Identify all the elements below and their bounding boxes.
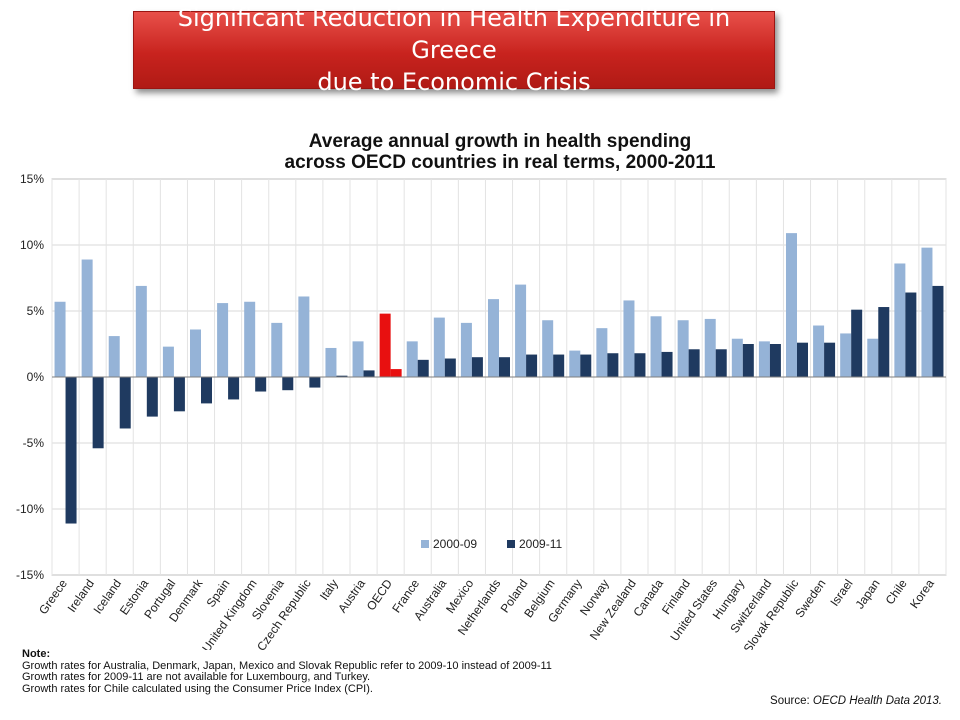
x-tick-label: Italy bbox=[317, 577, 341, 603]
bar-series2 bbox=[444, 358, 456, 377]
bar-series2 bbox=[607, 353, 619, 377]
bar-series2 bbox=[336, 375, 348, 377]
bar-series2 bbox=[417, 359, 429, 377]
bar-series2 bbox=[282, 377, 294, 391]
banner-title: Significant Reduction in Health Expendit… bbox=[177, 4, 731, 96]
bar-series1 bbox=[325, 347, 337, 377]
bar-series2 bbox=[797, 342, 808, 377]
notes: Note: Growth rates for Australia, Denmar… bbox=[22, 648, 552, 695]
bar-series1 bbox=[271, 322, 283, 377]
source: Source: OECD Health Data 2013. bbox=[770, 695, 942, 707]
note-line: Growth rates for Australia, Denmark, Jap… bbox=[22, 659, 552, 672]
note-line: Growth rates for 2009-11 are not availab… bbox=[22, 671, 371, 683]
bar-series1 bbox=[786, 233, 797, 377]
x-tick-label: Korea bbox=[907, 576, 937, 611]
bar-series1 bbox=[704, 318, 716, 377]
bar-series2 bbox=[173, 377, 185, 412]
y-tick-label: -10% bbox=[16, 502, 44, 516]
y-tick-label: 15% bbox=[20, 172, 44, 186]
bar-series2 bbox=[228, 377, 240, 400]
bar-series1 bbox=[542, 320, 554, 377]
bar-series2 bbox=[742, 344, 754, 377]
bar-series1 bbox=[677, 320, 689, 377]
bar-series2 bbox=[824, 342, 836, 377]
legend-swatch-series1 bbox=[421, 540, 429, 548]
title-banner: Significant Reduction in Health Expendit… bbox=[133, 4, 775, 96]
source-label: Source: bbox=[770, 695, 810, 707]
bar-series1 bbox=[894, 263, 906, 377]
bar-series2 bbox=[851, 309, 863, 377]
bar-series2 bbox=[661, 351, 673, 377]
bar-series2 bbox=[363, 370, 375, 377]
bar-series2 bbox=[92, 377, 104, 449]
bar-series1 bbox=[81, 259, 93, 377]
bar-series1 bbox=[135, 285, 147, 377]
bar-series1 bbox=[217, 303, 229, 377]
y-tick-label: 10% bbox=[20, 238, 44, 252]
bar-series1 bbox=[813, 325, 825, 377]
bar-series1 bbox=[921, 247, 933, 377]
bar-series1 bbox=[650, 316, 662, 377]
x-tick-label: Austria bbox=[335, 576, 368, 615]
bar-series1 bbox=[190, 329, 201, 377]
bar-series1 bbox=[623, 300, 635, 377]
x-tick-label: Chile bbox=[883, 576, 910, 607]
bar-series1 bbox=[569, 350, 581, 377]
bar-series2 bbox=[309, 377, 321, 388]
bar-series1 bbox=[54, 301, 66, 377]
y-tick-label: 5% bbox=[27, 304, 45, 318]
bar-series1 bbox=[460, 322, 472, 377]
bar-series1 bbox=[379, 313, 391, 377]
note-line: Growth rates for Chile calculated using … bbox=[22, 682, 373, 695]
bar-series2 bbox=[932, 285, 944, 377]
bar-series2 bbox=[499, 357, 510, 377]
bar-series2 bbox=[688, 349, 700, 377]
legend-label: 2009-11 bbox=[519, 537, 562, 551]
bar-series2 bbox=[471, 357, 483, 377]
x-tick-label: Japan bbox=[853, 577, 883, 612]
bar-series2 bbox=[119, 377, 131, 429]
chart-title: Average annual growth in health spending… bbox=[284, 131, 716, 173]
bar-series2 bbox=[390, 369, 402, 377]
bar-series1 bbox=[867, 338, 879, 377]
bar-series1 bbox=[406, 341, 418, 377]
bar-series1 bbox=[840, 333, 852, 377]
bar-series1 bbox=[433, 317, 445, 377]
bar-series1 bbox=[352, 341, 364, 377]
y-tick-label: -15% bbox=[16, 568, 44, 582]
y-tick-label: 0% bbox=[27, 370, 45, 384]
bar-series1 bbox=[596, 328, 608, 377]
bar-series1 bbox=[488, 299, 499, 377]
source-text: OECD Health Data 2013. bbox=[812, 695, 942, 707]
bar-series1 bbox=[298, 296, 310, 377]
y-tick-label: -5% bbox=[23, 436, 45, 450]
bar-series2 bbox=[553, 354, 565, 377]
bar-series1 bbox=[162, 346, 174, 377]
x-tick-label: Greece bbox=[36, 576, 70, 617]
bar-series2 bbox=[65, 377, 77, 524]
bar-series1 bbox=[758, 341, 770, 377]
x-tick-label: Israel bbox=[827, 577, 855, 609]
bar-series2 bbox=[255, 377, 267, 392]
legend-label: 2000-09 bbox=[433, 537, 477, 551]
bar-chart: -15%-10%-5%0%5%10%15%GreeceIrelandIcelan… bbox=[16, 172, 947, 650]
bar-series2 bbox=[905, 292, 917, 377]
bar-series2 bbox=[580, 354, 592, 377]
bar-series1 bbox=[108, 336, 120, 377]
bar-series2 bbox=[634, 353, 646, 377]
bar-series2 bbox=[146, 377, 158, 417]
notes-heading: Note: bbox=[22, 648, 51, 660]
bar-series2 bbox=[769, 344, 781, 377]
bar-series1 bbox=[731, 338, 743, 377]
bar-series2 bbox=[715, 349, 727, 377]
bar-series2 bbox=[526, 354, 538, 377]
bar-series1 bbox=[244, 301, 256, 377]
bar-series2 bbox=[201, 377, 212, 404]
legend-swatch-series2 bbox=[507, 540, 515, 548]
bar-series2 bbox=[878, 307, 890, 377]
bar-series1 bbox=[515, 284, 527, 377]
